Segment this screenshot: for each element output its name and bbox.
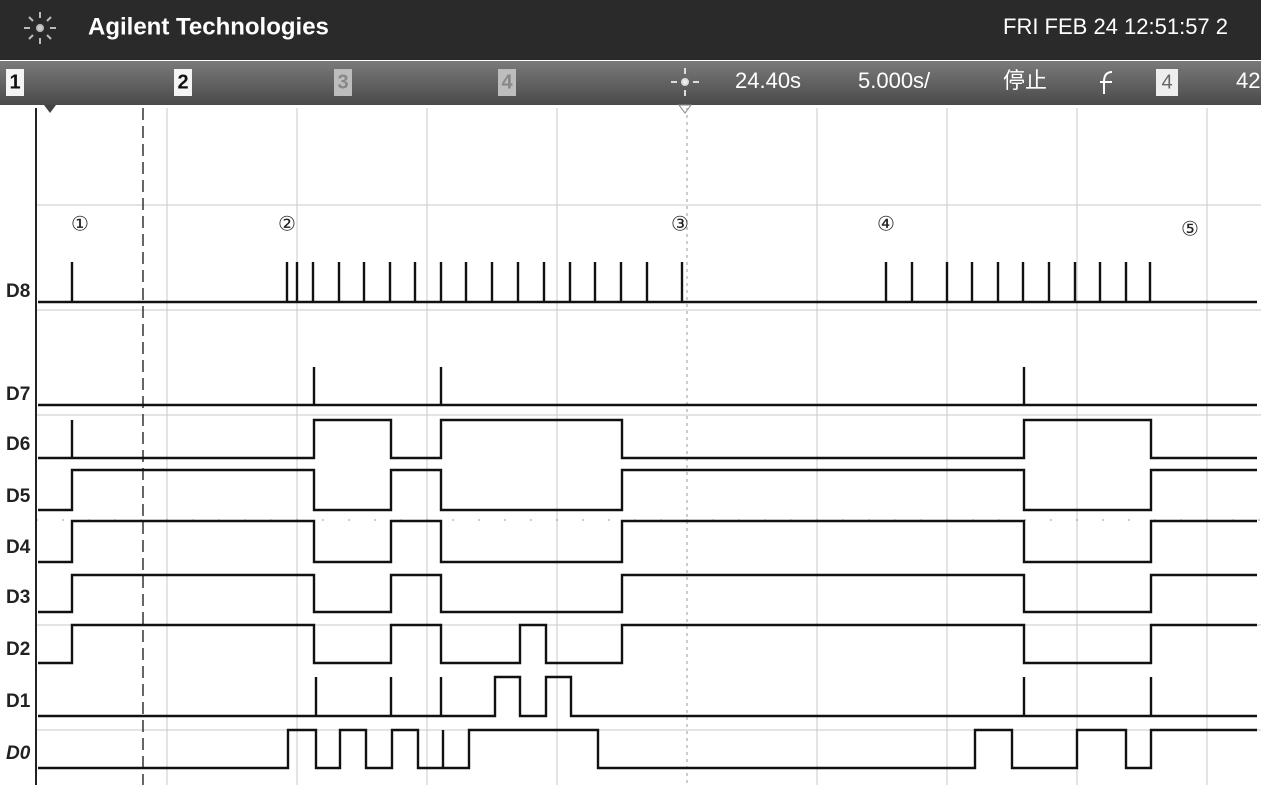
datetime: FRI FEB 24 12:51:57 2 [1003,14,1228,39]
channel-number[interactable]: 3 [337,71,348,93]
channel-number[interactable]: 4 [501,71,513,93]
channel-label: D0 [6,743,31,764]
channel-label: D4 [6,537,31,558]
background [0,0,1261,785]
trigger-source[interactable]: 4 [1161,71,1172,93]
channel-label: D3 [6,587,30,608]
trigger-level[interactable]: 42 [1236,68,1260,93]
channel-number[interactable]: 1 [9,71,20,93]
event-marker: ④ [877,212,895,236]
channel-label: D8 [6,281,30,302]
event-marker: ⑤ [1181,217,1199,241]
channel-label: D6 [6,434,30,455]
channel-number[interactable]: 2 [177,71,188,93]
channel-label: D1 [6,691,31,712]
channel-label: D2 [6,639,30,660]
time-offset[interactable]: 24.40s [735,68,801,93]
time-scale[interactable]: 5.000s/ [858,68,931,93]
channel-label: D5 [6,486,31,507]
run-status[interactable]: 停止 [1003,68,1047,93]
brand: Agilent Technologies [88,13,329,40]
event-marker: ③ [671,212,689,236]
scope-screen: Agilent Technologies FRI FEB 24 12:51:57… [0,0,1261,785]
event-marker: ① [71,212,89,236]
event-marker: ② [278,212,296,236]
channel-label: D7 [6,384,30,405]
